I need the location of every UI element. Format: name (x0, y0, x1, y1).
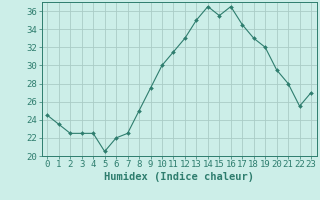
X-axis label: Humidex (Indice chaleur): Humidex (Indice chaleur) (104, 172, 254, 182)
